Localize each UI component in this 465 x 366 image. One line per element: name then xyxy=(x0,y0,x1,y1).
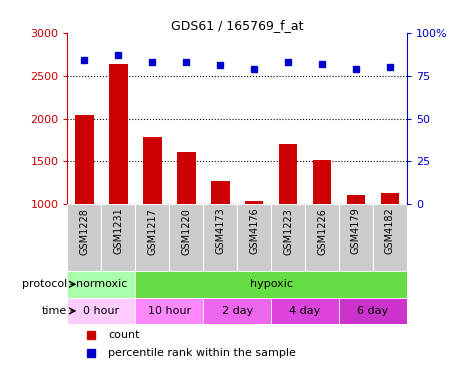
Text: GSM1220: GSM1220 xyxy=(181,208,191,254)
Text: percentile rank within the sample: percentile rank within the sample xyxy=(108,348,296,358)
Bar xyxy=(169,204,203,271)
Text: count: count xyxy=(108,330,140,340)
Bar xyxy=(279,144,298,204)
Text: GSM4173: GSM4173 xyxy=(215,208,225,254)
Text: GSM4182: GSM4182 xyxy=(385,208,395,254)
Bar xyxy=(339,204,373,271)
Text: GSM1231: GSM1231 xyxy=(113,208,123,254)
Bar xyxy=(271,298,339,324)
Text: GSM4179: GSM4179 xyxy=(351,208,361,254)
Bar xyxy=(203,298,271,324)
Bar xyxy=(67,271,135,298)
Bar xyxy=(373,204,407,271)
Bar xyxy=(143,138,162,204)
Text: hypoxic: hypoxic xyxy=(250,279,292,289)
Bar xyxy=(380,193,399,204)
Bar xyxy=(177,152,196,204)
Bar xyxy=(135,298,203,324)
Bar xyxy=(305,204,339,271)
Bar xyxy=(271,204,305,271)
Bar xyxy=(312,160,332,204)
Bar xyxy=(109,64,128,204)
Text: GSM4176: GSM4176 xyxy=(249,208,259,254)
Bar xyxy=(75,115,94,204)
Title: GDS61 / 165769_f_at: GDS61 / 165769_f_at xyxy=(171,19,303,32)
Text: GSM1223: GSM1223 xyxy=(283,208,293,254)
Text: GSM1226: GSM1226 xyxy=(317,208,327,254)
Text: 2 day: 2 day xyxy=(221,306,253,316)
Text: 0 hour: 0 hour xyxy=(83,306,120,316)
Text: GSM1217: GSM1217 xyxy=(147,208,157,254)
Bar xyxy=(203,204,237,271)
Bar xyxy=(211,181,230,204)
Bar xyxy=(245,201,264,204)
Bar xyxy=(346,195,365,204)
Bar xyxy=(67,204,101,271)
Bar xyxy=(237,204,271,271)
Text: 6 day: 6 day xyxy=(358,306,388,316)
Text: protocol: protocol xyxy=(22,279,67,289)
Text: 10 hour: 10 hour xyxy=(148,306,191,316)
Text: time: time xyxy=(42,306,67,316)
Text: normoxic: normoxic xyxy=(76,279,127,289)
Bar xyxy=(67,298,135,324)
Bar xyxy=(135,271,407,298)
Text: 4 day: 4 day xyxy=(289,306,321,316)
Bar xyxy=(101,204,135,271)
Text: GSM1228: GSM1228 xyxy=(80,208,89,254)
Bar xyxy=(135,204,169,271)
Bar xyxy=(339,298,407,324)
